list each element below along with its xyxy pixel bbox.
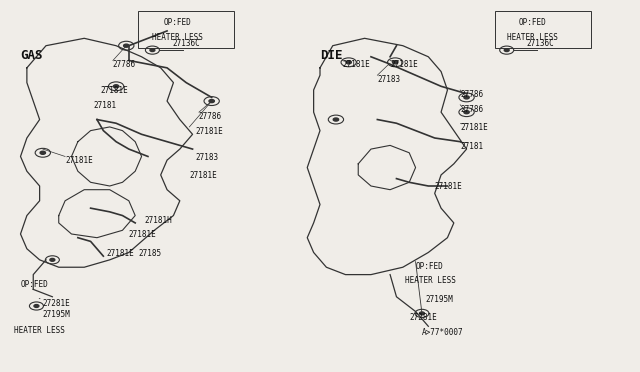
Text: 27136C: 27136C [172,39,200,48]
Text: DIE: DIE [320,49,342,62]
Text: 27181E: 27181E [129,230,157,239]
Text: OP:FED: OP:FED [20,280,48,289]
Text: 27181H: 27181H [145,215,173,225]
Circle shape [333,118,339,121]
Text: HEATER LESS: HEATER LESS [404,276,456,285]
Text: 27181E: 27181E [460,123,488,132]
Text: OP:FED: OP:FED [519,18,547,27]
Circle shape [50,259,55,261]
Text: 27181E: 27181E [106,249,134,258]
Text: 27181: 27181 [460,142,483,151]
Text: 27183: 27183 [378,75,401,84]
Circle shape [150,49,155,52]
Circle shape [419,312,424,315]
Circle shape [40,151,45,154]
Text: 27195M: 27195M [425,295,453,304]
Text: 27181E: 27181E [342,61,370,70]
Text: 27786: 27786 [460,90,483,99]
Text: 27181E: 27181E [196,127,223,136]
Text: 27281E: 27281E [409,313,437,323]
Text: 27181E: 27181E [435,182,463,191]
Text: 27786: 27786 [199,112,222,121]
Text: 27183: 27183 [196,153,219,162]
Text: GAS: GAS [20,49,43,62]
Text: 27181: 27181 [94,101,117,110]
Circle shape [34,305,39,307]
Text: 27181E: 27181E [390,61,418,70]
Text: 27786: 27786 [460,105,483,114]
Circle shape [392,61,398,64]
Text: OP:FED: OP:FED [164,18,191,27]
Text: A>77*0007: A>77*0007 [422,328,463,337]
Text: HEATER LESS: HEATER LESS [152,33,204,42]
Text: HEATER LESS: HEATER LESS [507,33,557,42]
Text: 27281E: 27281E [43,299,70,308]
Text: 27185: 27185 [138,249,161,258]
Text: 27181E: 27181E [189,171,217,180]
Text: 27181E: 27181E [100,86,128,95]
Circle shape [113,85,119,88]
Text: HEATER LESS: HEATER LESS [14,326,65,335]
Text: 27195M: 27195M [43,310,70,319]
Circle shape [124,44,129,47]
Text: 27786: 27786 [113,61,136,70]
Circle shape [464,96,469,99]
Circle shape [209,100,214,103]
Text: OP:FED: OP:FED [415,262,444,271]
Circle shape [464,110,469,114]
Circle shape [346,61,351,64]
Circle shape [504,49,509,52]
Text: 27136C: 27136C [527,39,554,48]
Text: 27181E: 27181E [65,157,93,166]
